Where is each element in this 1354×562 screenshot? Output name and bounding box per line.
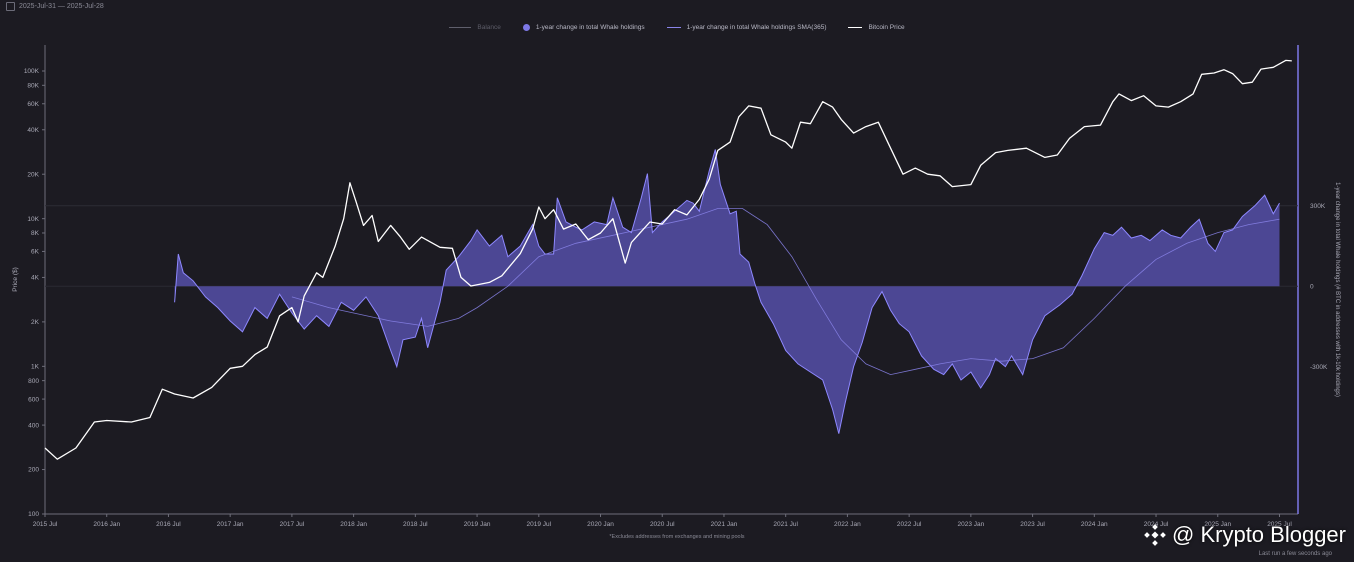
legend-swatch-balance (449, 27, 472, 28)
left-tick-label: 800 (28, 378, 39, 385)
left-tick-label: 600 (28, 396, 39, 403)
x-tick-label: 2020 Jan (587, 521, 614, 528)
whale-change-outline (174, 149, 1280, 434)
legend-label-change: 1-year change in total Whale holdings (535, 24, 645, 31)
bitcoin-price-line (44, 59, 1292, 460)
right-tick-label: 0 (1310, 283, 1314, 290)
x-tick-label: 2023 Jan (957, 521, 984, 528)
legend-swatch-sma (666, 27, 681, 28)
legend-label-sma: 1-year change in total Whale holdings SM… (686, 24, 827, 31)
calendar-icon (6, 2, 15, 11)
right-tick-label: 300K (1310, 203, 1326, 210)
x-tick-label: 2025 Jan (1204, 521, 1231, 528)
x-tick-label: 2018 Jul (403, 521, 428, 528)
legend-label-price: Bitcoin Price (868, 24, 905, 31)
date-range-selector[interactable]: 2025-Jul-31 — 2025-Jul-28 (6, 2, 104, 11)
x-tick-label: 2020 Jul (650, 521, 675, 528)
legend-item-price[interactable]: Bitcoin Price (848, 24, 905, 31)
last-updated-text: Last run a few seconds ago (1258, 551, 1332, 557)
watermark-text: @ Krypto Blogger (1172, 522, 1346, 547)
left-tick-label: 4K (31, 275, 40, 282)
left-tick-label: 6K (31, 249, 40, 256)
chart-legend: Balance 1-year change in total Whale hol… (0, 24, 1354, 31)
x-tick-label: 2018 Jan (340, 521, 367, 528)
x-tick-label: 2023 Jul (1020, 521, 1045, 528)
x-tick-label: 2021 Jan (711, 521, 738, 528)
date-range-text: 2025-Jul-31 — 2025-Jul-28 (19, 3, 104, 10)
x-tick-label: 2017 Jul (280, 521, 305, 528)
x-tick-label: 2021 Jul (773, 521, 798, 528)
left-tick-label: 2K (31, 319, 40, 326)
binance-logo-icon (1144, 524, 1166, 546)
left-tick-label: 60K (27, 101, 39, 108)
legend-item-change[interactable]: 1-year change in total Whale holdings (522, 24, 645, 31)
x-tick-label: 2025 Jul (1267, 521, 1292, 528)
whale-change-sma-line (291, 208, 1280, 376)
right-axis-title: 1-year change in total Whale holdings (#… (1334, 182, 1340, 397)
left-tick-label: 1K (31, 364, 40, 371)
chart-footnote: *Excludes addresses from exchanges and m… (609, 534, 745, 540)
x-tick-label: 2017 Jan (217, 521, 244, 528)
x-tick-label: 2024 Jul (1144, 521, 1169, 528)
left-tick-label: 100K (24, 68, 40, 75)
left-tick-label: 200 (28, 467, 39, 474)
left-axis-title: Price ($) (12, 267, 19, 292)
x-tick-label: 2015 Jul (33, 521, 58, 528)
x-tick-label: 2022 Jan (834, 521, 861, 528)
left-tick-label: 400 (28, 422, 39, 429)
x-tick-label: 2024 Jan (1081, 521, 1108, 528)
watermark: @ Krypto Blogger (1144, 522, 1346, 548)
legend-item-balance[interactable]: Balance (449, 24, 501, 31)
x-tick-label: 2019 Jan (464, 521, 491, 528)
left-tick-label: 20K (27, 171, 39, 178)
legend-swatch-price (848, 27, 863, 28)
x-tick-label: 2022 Jul (897, 521, 922, 528)
left-tick-label: 10K (27, 216, 39, 223)
legend-swatch-change (522, 24, 530, 31)
legend-label-balance: Balance (477, 24, 501, 31)
legend-item-sma[interactable]: 1-year change in total Whale holdings SM… (666, 24, 827, 31)
left-tick-label: 8K (31, 230, 40, 237)
x-tick-label: 2016 Jul (156, 521, 181, 528)
x-tick-label: 2016 Jan (93, 521, 120, 528)
left-tick-label: 100 (28, 511, 39, 518)
left-tick-label: 80K (27, 83, 39, 90)
right-tick-label: -300K (1310, 364, 1328, 371)
left-tick-label: 40K (27, 127, 39, 134)
whale-change-area (174, 149, 1280, 434)
x-tick-label: 2019 Jul (527, 521, 552, 528)
